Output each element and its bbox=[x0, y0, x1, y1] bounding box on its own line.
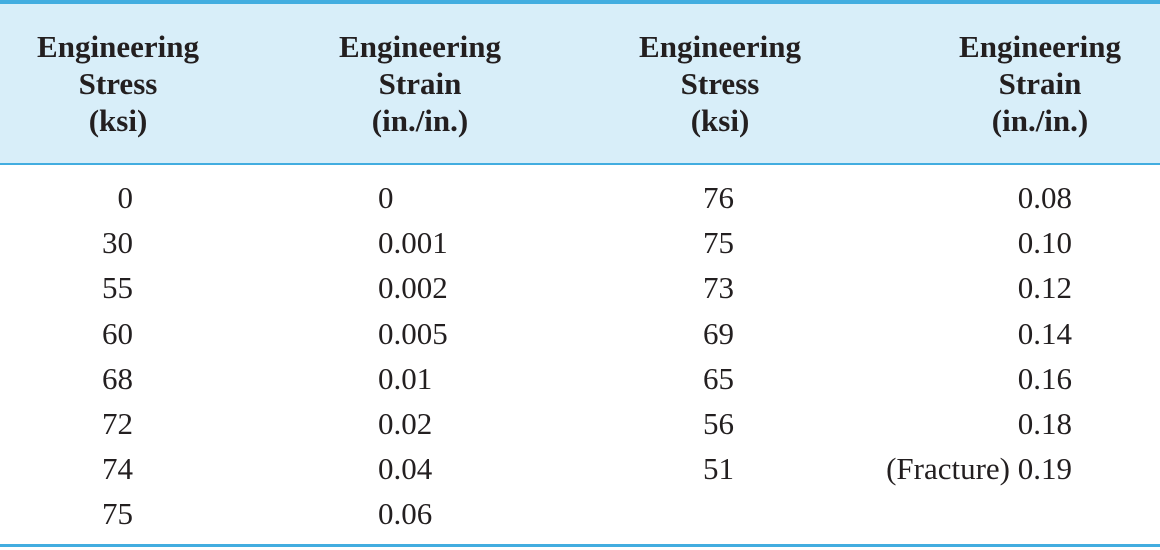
header-rule bbox=[0, 163, 1160, 165]
table-cell: 0.06 bbox=[378, 496, 433, 532]
header-text: Engineering bbox=[959, 29, 1121, 64]
table-cell: 0 bbox=[378, 180, 394, 215]
header-cell: Engineering Stress (ksi) bbox=[0, 28, 258, 139]
table-cell: (Fracture) 0.19 bbox=[886, 451, 1072, 487]
table-cell: 69 bbox=[703, 315, 734, 351]
table-cell: 0.10 bbox=[1017, 225, 1072, 261]
header-text: (ksi) bbox=[88, 103, 148, 138]
header-cell: Engineering Stress (ksi) bbox=[580, 28, 860, 139]
table-cell: 75 bbox=[703, 225, 734, 261]
table-cell: 0.002 bbox=[378, 270, 448, 306]
table-cell: 73 bbox=[703, 270, 734, 306]
table-cell: 0.04 bbox=[378, 451, 433, 487]
header-text: Stress bbox=[680, 66, 760, 101]
table-cell: 0 bbox=[117, 180, 134, 215]
table-cell: 0.08 bbox=[1017, 180, 1072, 215]
table-cell: 60 bbox=[102, 315, 133, 351]
table-cell: 55 bbox=[102, 270, 133, 306]
header-cell: Engineering Strain (in./in.) bbox=[280, 28, 560, 139]
table-cell: 74 bbox=[102, 451, 133, 487]
table-cell: 0.005 bbox=[378, 315, 448, 351]
table-cell: 0.16 bbox=[1017, 360, 1072, 396]
header-text: Strain bbox=[998, 66, 1082, 101]
table-cell: 0.18 bbox=[1017, 406, 1072, 441]
table-cell: 65 bbox=[703, 360, 734, 396]
header-text: Engineering bbox=[639, 29, 801, 64]
table-cell: 75 bbox=[102, 496, 133, 532]
header-text: (in./in.) bbox=[991, 103, 1089, 138]
header-text: Strain bbox=[378, 66, 462, 101]
table-cell: 72 bbox=[102, 406, 133, 441]
header-text: Engineering bbox=[339, 29, 501, 64]
table-cell: 51 bbox=[703, 451, 734, 487]
table-cell: 0.01 bbox=[378, 360, 433, 396]
table-cell: 0.02 bbox=[378, 406, 433, 441]
header-cell: Engineering Strain (in./in.) bbox=[900, 28, 1160, 139]
header-band bbox=[0, 0, 1160, 164]
table-cell: 0.001 bbox=[378, 225, 448, 261]
header-text: (in./in.) bbox=[371, 103, 469, 138]
header-text: Stress bbox=[78, 66, 158, 101]
footer-rule bbox=[0, 544, 1160, 547]
table-cell: 0.12 bbox=[1017, 270, 1072, 306]
table-cell: 76 bbox=[703, 180, 734, 215]
header-text: (ksi) bbox=[690, 103, 750, 138]
table-cell: 56 bbox=[703, 406, 734, 441]
table-cell: 30 bbox=[102, 225, 133, 261]
table-cell: 0.14 bbox=[1017, 315, 1072, 351]
header-text: Engineering bbox=[37, 29, 199, 64]
table-cell: 68 bbox=[102, 360, 133, 396]
